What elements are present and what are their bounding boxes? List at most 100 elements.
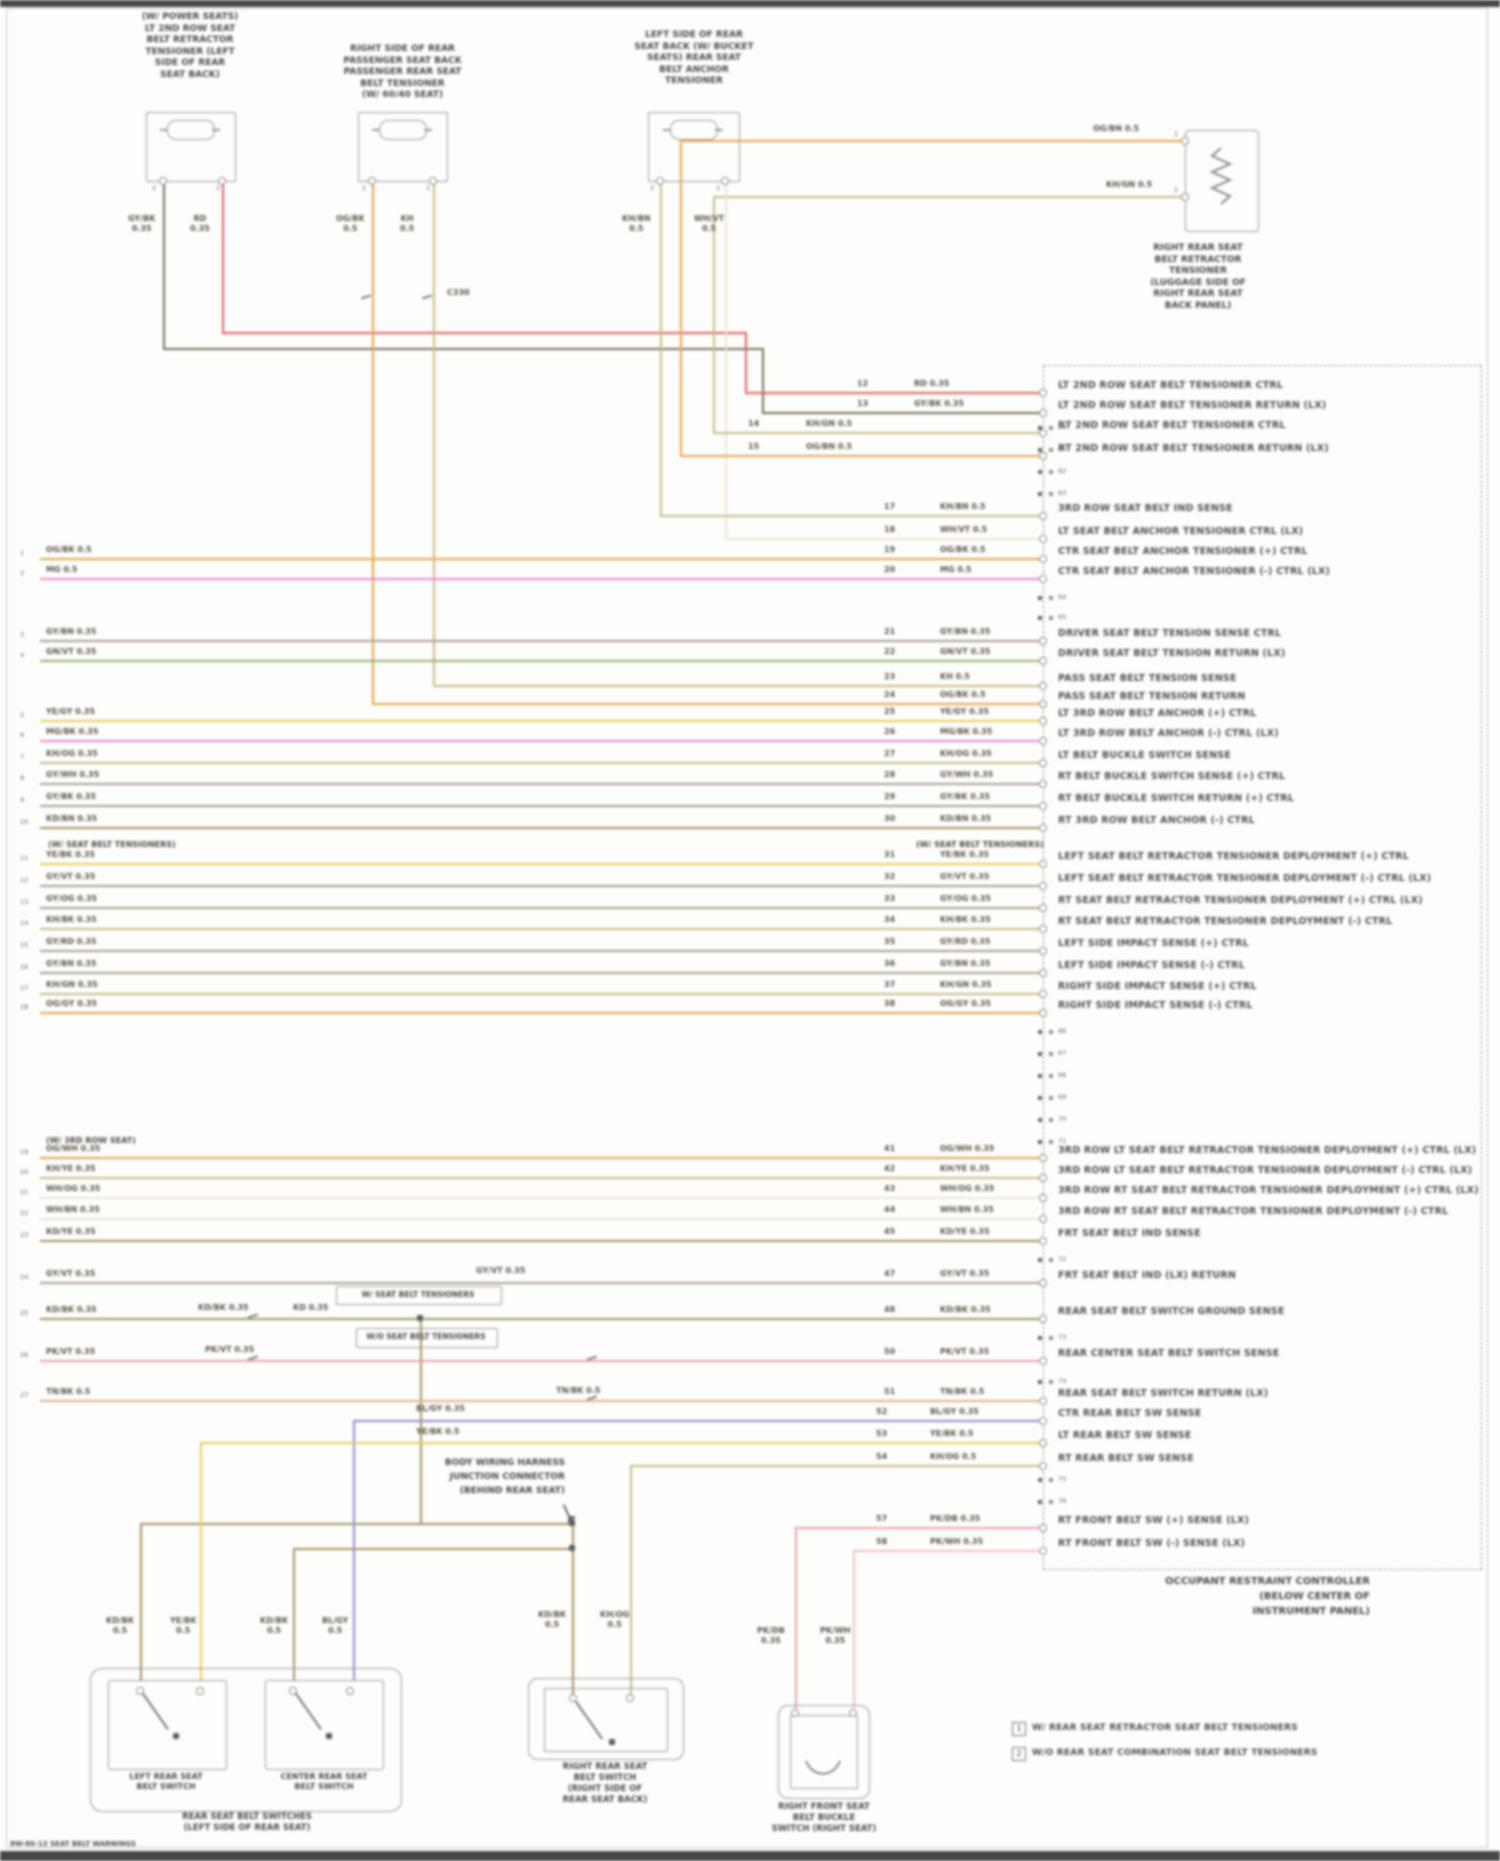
- wire-row: [40, 1400, 1043, 1402]
- module-pin: [1039, 409, 1047, 417]
- wire-row: [40, 827, 1043, 829]
- module-pin: [1039, 969, 1047, 977]
- circuit-function-label: CTR SEAT BELT ANCHOR TENSIONER (-) CTRL …: [1058, 566, 1331, 577]
- wire-vertical: [680, 140, 682, 455]
- terminal-pin: [1181, 137, 1189, 145]
- wire-row: [40, 950, 1043, 952]
- stub-pin-number: 24: [20, 1273, 29, 1281]
- wire-row: [40, 805, 1043, 807]
- component-box: [790, 1715, 858, 1789]
- stub-wire-code: MG 0.5: [46, 565, 78, 574]
- wire-vertical: [795, 1527, 797, 1708]
- wire-row: [660, 515, 1043, 517]
- module-pin-number: 25: [884, 707, 896, 716]
- module-wire-code: KD/BN 0.35: [940, 814, 992, 823]
- circuit-function-label: CTR SEAT BELT ANCHOR TENSIONER (+) CTRL: [1058, 546, 1308, 557]
- module-pin-number: 36: [884, 959, 896, 968]
- module-pin: [1039, 904, 1047, 912]
- module-pin-number: 15: [748, 442, 760, 451]
- wire-row: [40, 578, 1043, 580]
- restraint-module-box: [1043, 365, 1482, 1570]
- connector-pin-number: 1: [216, 184, 221, 192]
- page-top-bar: [0, 0, 1500, 7]
- unused-pin-number: 76: [1058, 1497, 1067, 1505]
- circuit-function-label: RT 2ND ROW SEAT BELT TENSIONER RETURN (L…: [1058, 443, 1329, 454]
- stub-pin-number: 2: [20, 569, 25, 577]
- stub-wire-code: WH/OG 0.35: [46, 1184, 101, 1193]
- module-pin-number: 20: [884, 565, 896, 574]
- pretensioner-squib-symbol: [379, 120, 427, 140]
- stub-wire-code: KH/OG 0.35: [46, 749, 98, 758]
- junction-arrow-head: [568, 1516, 575, 1523]
- circuit-function-label: DRIVER SEAT BELT TENSION RETURN (LX): [1058, 648, 1286, 659]
- option-variant-label: W/ SEAT BELT TENSIONERS: [361, 1290, 475, 1299]
- module-pin: [1039, 657, 1047, 665]
- wire-vertical: [660, 180, 662, 515]
- stub-pin-number: 6: [20, 731, 25, 739]
- module-pin-number: 29: [884, 792, 896, 801]
- wire-row: [680, 455, 1043, 457]
- stub-pin-number: 15: [20, 941, 29, 949]
- module-wire-code: GY/BN 0.35: [940, 959, 991, 968]
- module-pin: [1039, 575, 1047, 583]
- stub-wire-code: KD/BN 0.35: [46, 814, 98, 823]
- connector-pin-number: 2: [1174, 186, 1179, 194]
- wire-row: [40, 558, 1043, 560]
- stub-wire-code: MG/BK 0.35: [46, 727, 99, 736]
- component-label: (W/ SEAT BELT TENSIONERS): [916, 840, 1044, 849]
- wire-code-label: KH/GN 0.5: [1106, 180, 1153, 189]
- stub-pin-number: 19: [20, 1148, 29, 1156]
- module-pin-number: 53: [876, 1429, 888, 1438]
- module-pin-number: 14: [748, 419, 760, 428]
- unused-pin-dot: [1038, 1030, 1042, 1034]
- unused-pin-dot: [1038, 1118, 1042, 1122]
- wire-row: [40, 1318, 1043, 1320]
- wire-row: [40, 640, 1043, 642]
- module-wire-code: WH/VT 0.5: [940, 525, 988, 534]
- component-box: [648, 112, 740, 182]
- module-wire-code: KH/GN 0.35: [940, 980, 992, 989]
- module-pin-number: 17: [884, 502, 896, 511]
- component-box: [90, 1668, 402, 1812]
- component-box: [146, 112, 236, 182]
- unused-pin-number: 60: [1058, 423, 1067, 431]
- stub-pin-number: 1: [20, 549, 25, 557]
- circuit-function-label: PASS SEAT BELT TENSION SENSE: [1058, 673, 1237, 684]
- unused-pin-dot: [1049, 1052, 1053, 1056]
- circuit-function-label: REAR SEAT BELT SWITCH RETURN (LX): [1058, 1388, 1269, 1399]
- module-pin: [1039, 860, 1047, 868]
- component-box: [778, 1705, 870, 1799]
- wire-row: [40, 720, 1043, 722]
- module-pin: [1039, 1279, 1047, 1287]
- stub-pin-number: 16: [20, 963, 29, 971]
- module-wire-code: GY/BK 0.35: [940, 792, 990, 801]
- module-wire-code: PK/DB 0.35: [930, 1514, 981, 1523]
- wire-row: [795, 1527, 1043, 1529]
- stub-wire-code: YE/GY 0.35: [46, 707, 95, 716]
- module-wire-code: KH/BK 0.35: [940, 915, 991, 924]
- module-pin: [1039, 389, 1047, 397]
- circuit-function-label: LEFT SIDE IMPACT SENSE (+) CTRL: [1058, 938, 1249, 949]
- unused-pin-number: 75: [1058, 1475, 1067, 1483]
- stub-pin-number: 8: [20, 774, 25, 782]
- wire-code-label: KD 0.35: [293, 1303, 329, 1312]
- unused-pin-dot: [1049, 448, 1053, 452]
- squib-lead: [212, 129, 220, 131]
- module-wire-code: KH/OG 0.5: [930, 1452, 977, 1461]
- terminal-pin: [368, 177, 376, 185]
- module-pin: [1039, 780, 1047, 788]
- wire-row: [40, 1360, 1043, 1362]
- component-label: LEFT REAR SEAT BELT SWITCH: [129, 1772, 203, 1791]
- wire-code-label: TN/BK 0.5: [556, 1386, 601, 1395]
- module-wire-code: RD 0.35: [914, 379, 950, 388]
- unused-pin-number: 61: [1058, 445, 1067, 453]
- wire-row: [433, 685, 1043, 687]
- stub-pin-number: 3: [20, 631, 25, 639]
- component-label: 8W-80-12 SEAT BELT WARNINGS: [10, 1840, 136, 1848]
- wire-row: [40, 1012, 1043, 1014]
- module-pin-number: 21: [884, 627, 896, 636]
- circuit-function-label: LT REAR BELT SW SENSE: [1058, 1430, 1192, 1441]
- junction-dot: [609, 1739, 615, 1745]
- module-pin: [1039, 682, 1047, 690]
- wire-code-label: PK/DB 0.35: [757, 1626, 785, 1645]
